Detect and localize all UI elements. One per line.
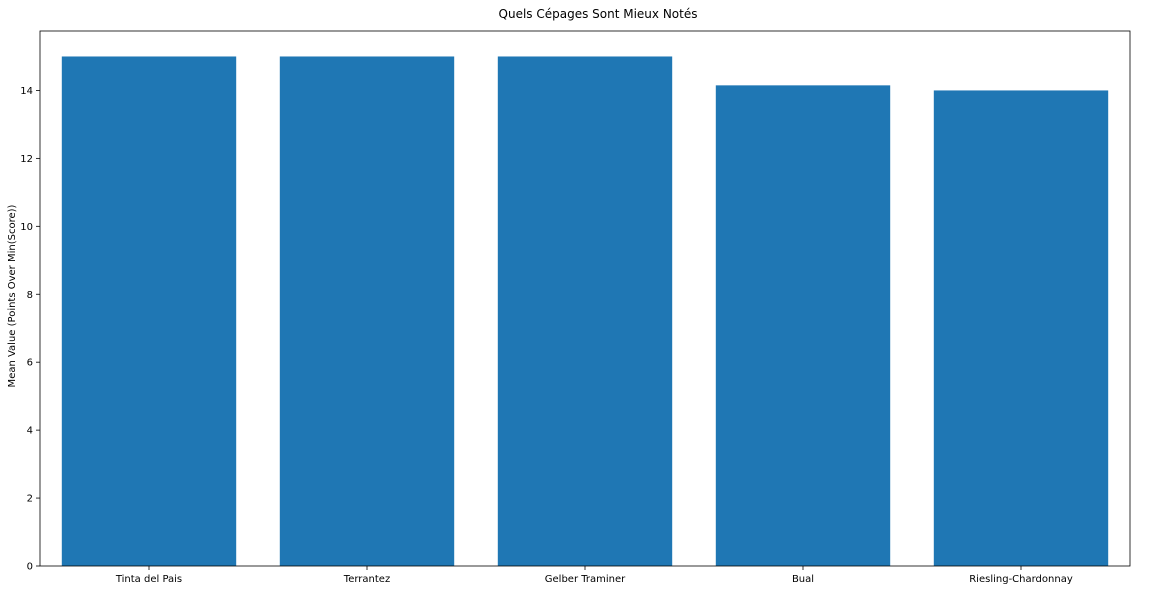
bar [497, 56, 673, 566]
y-tick-label: 6 [27, 358, 33, 369]
x-tick-label: Terrantez [343, 574, 390, 585]
x-tick-label: Bual [792, 574, 814, 585]
y-tick-label: 12 [20, 154, 33, 165]
x-tick-label: Tinta del Pais [115, 574, 182, 585]
y-tick-label: 14 [20, 86, 33, 97]
y-tick-label: 0 [27, 562, 33, 573]
bar [715, 85, 891, 566]
x-tick-label: Gelber Traminer [545, 574, 626, 585]
y-axis-label: Mean Value (Points Over Min(Score)) [7, 204, 18, 387]
bar [61, 56, 237, 566]
bar [279, 56, 455, 566]
y-tick-label: 8 [27, 290, 33, 301]
ticks-layer: Tinta del Pais Terrantez Gelber Traminer Bu… [20, 86, 1073, 585]
x-tick-label: Riesling-Chardonnay [969, 574, 1073, 585]
chart-title: Quels Cépages Sont Mieux Notés [499, 7, 698, 21]
bar [933, 90, 1109, 566]
y-tick-label: 10 [20, 222, 33, 233]
bars-layer [61, 56, 1109, 566]
y-tick-label: 2 [27, 494, 33, 505]
y-tick-label: 4 [27, 426, 33, 437]
